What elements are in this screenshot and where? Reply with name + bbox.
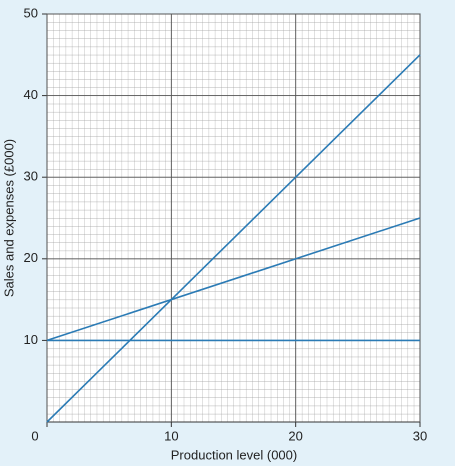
y-tick-label: 50 bbox=[24, 5, 38, 20]
y-tick-label: 10 bbox=[24, 332, 38, 347]
x-tick-label: 20 bbox=[288, 428, 302, 443]
series-line bbox=[46, 217, 421, 342]
series-line bbox=[46, 54, 421, 423]
minor-grid bbox=[47, 14, 420, 422]
x-tick-label: 30 bbox=[413, 428, 427, 443]
y-tick-label: 20 bbox=[24, 250, 38, 265]
x-tick-label: 0 bbox=[31, 428, 38, 443]
y-tick-label: 40 bbox=[24, 87, 38, 102]
x-axis-label: Production level (000) bbox=[171, 447, 297, 462]
x-tick-label: 10 bbox=[164, 428, 178, 443]
y-tick-label: 30 bbox=[24, 169, 38, 184]
y-axis-label: Sales and expenses (£000) bbox=[1, 139, 16, 297]
